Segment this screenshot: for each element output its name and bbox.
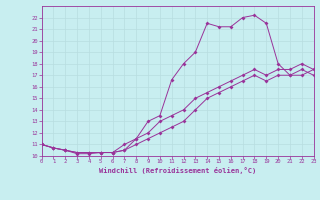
X-axis label: Windchill (Refroidissement éolien,°C): Windchill (Refroidissement éolien,°C) xyxy=(99,167,256,174)
